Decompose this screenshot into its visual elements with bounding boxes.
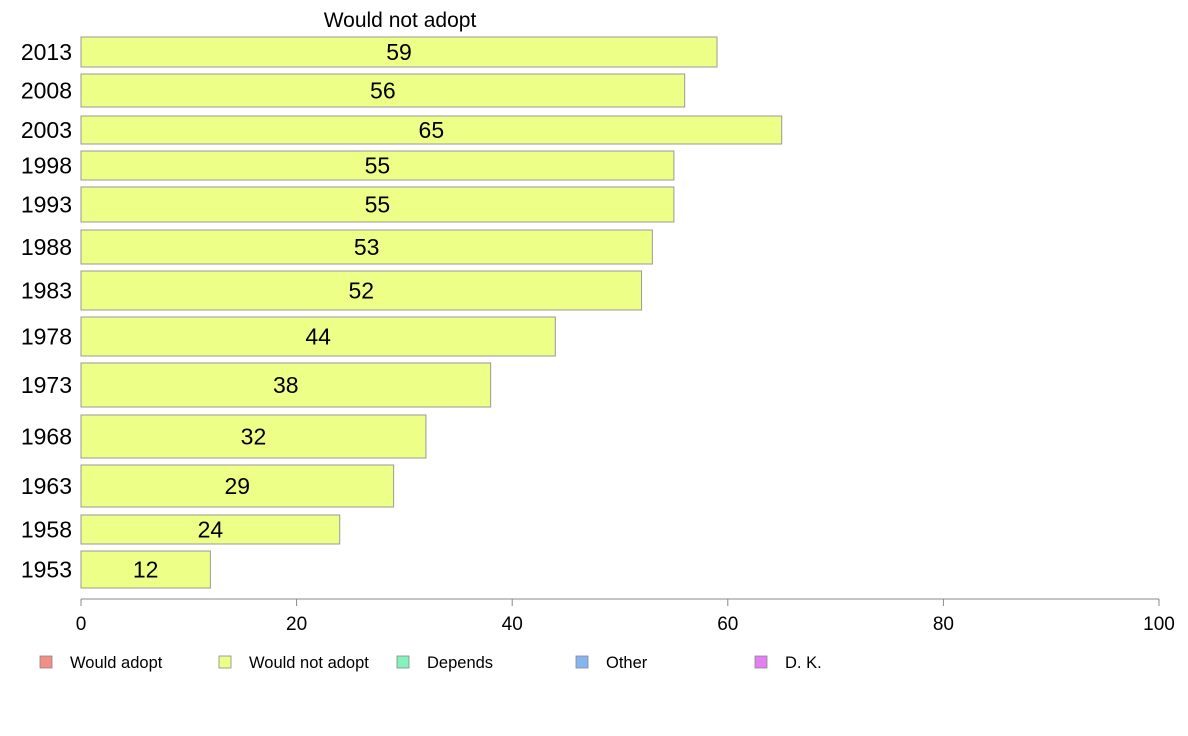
x-tick-label-100: 100 [1143, 614, 1175, 635]
bar-value-label-1958: 24 [198, 517, 224, 543]
y-tick-label-1953: 1953 [21, 557, 72, 583]
y-tick-label-2003: 2003 [21, 117, 72, 143]
x-tick-label-40: 40 [502, 614, 523, 635]
y-tick-label-1958: 1958 [21, 517, 72, 543]
bar-1983 [80, 270, 643, 311]
y-tick-label-1978: 1978 [21, 324, 72, 350]
x-tick-label-20: 20 [286, 614, 307, 635]
legend-swatch-would-not-adopt [218, 655, 232, 669]
y-tick-label-2013: 2013 [21, 39, 72, 65]
bar-value-label-1973: 38 [273, 372, 299, 398]
bar-1978 [80, 316, 556, 357]
x-tick-label-0: 0 [76, 614, 87, 635]
legend-label-d-k: D. K. [785, 654, 822, 672]
bar-value-label-1978: 44 [305, 324, 331, 350]
y-tick-label-1963: 1963 [21, 473, 72, 499]
bar-1998 [80, 150, 675, 181]
bar-1953 [80, 550, 211, 589]
y-tick-label-1983: 1983 [21, 278, 72, 304]
bar-value-label-1968: 32 [241, 424, 267, 450]
bar-1963 [80, 464, 395, 508]
bar-1988 [80, 229, 653, 265]
bar-value-label-2003: 65 [419, 117, 445, 143]
bar-2008 [80, 73, 686, 108]
y-tick-label-2008: 2008 [21, 78, 72, 104]
legend-label-would-adopt: Would adopt [70, 654, 163, 672]
y-tick-label-1993: 1993 [21, 192, 72, 218]
legend-swatch-other [575, 655, 589, 669]
x-axis: 0 20 40 60 80 100 [76, 598, 1175, 635]
bar-value-label-1993: 55 [365, 192, 391, 218]
bar-1973 [80, 362, 492, 408]
y-tick-label-1968: 1968 [21, 424, 72, 450]
chart-title: Would not adopt [324, 9, 477, 32]
x-tick-label-60: 60 [717, 614, 738, 635]
legend-swatch-would-adopt [39, 655, 53, 669]
legend-label-would-not-adopt: Would not adopt [249, 654, 369, 672]
legend-swatch-depends [396, 655, 410, 669]
bar-2003 [80, 115, 783, 145]
bar-value-label-1963: 29 [225, 473, 251, 499]
bar-1993 [80, 186, 675, 223]
legend: Would adopt Would not adopt Depends Other D.… [39, 654, 822, 672]
y-axis-labels: 2013 2008 2003 1998 1993 1988 1983 1978 1973 1968… [21, 39, 72, 583]
y-tick-label-1973: 1973 [21, 372, 72, 398]
bar-value-label-2008: 56 [370, 78, 396, 104]
bar-value-label-1998: 55 [365, 153, 391, 179]
bar-2013 [80, 36, 718, 68]
legend-label-depends: Depends [427, 654, 493, 672]
bar-1968 [80, 414, 427, 459]
x-tick-label-80: 80 [933, 614, 954, 635]
legend-swatch-d-k [754, 655, 768, 669]
legend-label-other: Other [606, 654, 648, 672]
bar-value-label-1988: 53 [354, 234, 380, 260]
bar-value-label-1953: 12 [133, 557, 159, 583]
y-tick-label-1988: 1988 [21, 234, 72, 260]
y-tick-label-1998: 1998 [21, 153, 72, 179]
bar-value-label-2013: 59 [386, 39, 412, 65]
bar-value-label-1983: 52 [348, 278, 374, 304]
bar-1958 [80, 514, 341, 545]
